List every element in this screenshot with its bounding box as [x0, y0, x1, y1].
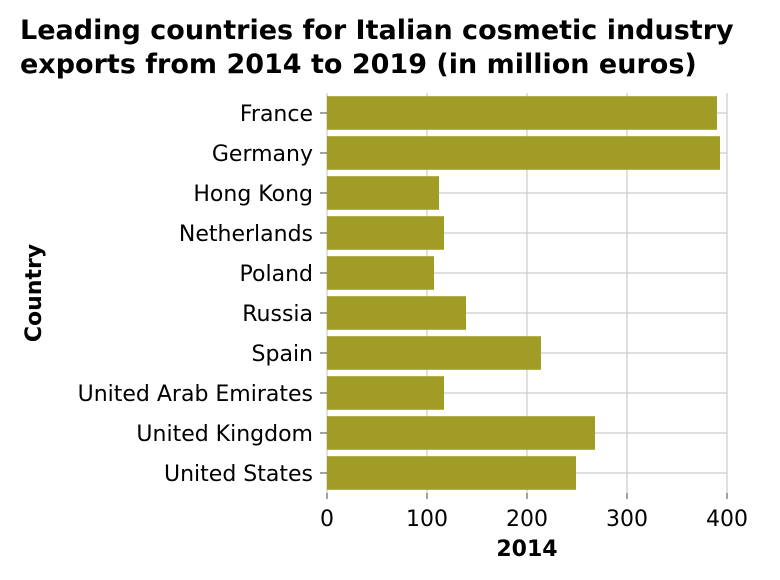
y-tick-label: Russia	[242, 302, 313, 327]
chart-title-line-1: Leading countries for Italian cosmetic i…	[20, 15, 734, 46]
y-tick-label: Spain	[252, 342, 313, 367]
chart-title-line-2: exports from 2014 to 2019 (in million eu…	[20, 49, 697, 80]
bar-spain	[327, 336, 541, 370]
y-tick-label: United States	[164, 462, 313, 487]
bar-france	[327, 96, 717, 130]
y-axis-ticks: France Germany Hong Kong Netherlands Poland R…	[78, 102, 327, 487]
y-axis-title: Country	[22, 244, 47, 342]
x-tick-label: 200	[506, 507, 548, 532]
x-axis-ticks: 0 100 200 300 400	[320, 493, 748, 532]
bar-hong-kong	[327, 176, 439, 210]
x-axis-title: 2014	[496, 537, 557, 562]
bar-russia	[327, 296, 466, 330]
chart-title: Leading countries for Italian cosmetic i…	[20, 14, 770, 82]
x-tick-label: 100	[406, 507, 448, 532]
bars	[327, 96, 720, 490]
x-tick-label: 400	[706, 507, 748, 532]
y-tick-label: United Arab Emirates	[78, 382, 313, 407]
bar-united-arab-emirates	[327, 376, 444, 410]
y-tick-label: Hong Kong	[193, 182, 313, 207]
bar-netherlands	[327, 216, 444, 250]
x-tick-label: 0	[320, 507, 334, 532]
bar-united-kingdom	[327, 416, 595, 450]
bar-united-states	[327, 456, 576, 490]
y-tick-label: United Kingdom	[136, 422, 313, 447]
y-tick-label: Germany	[212, 142, 313, 167]
bar-germany	[327, 136, 720, 170]
y-tick-label: France	[240, 102, 313, 127]
y-tick-label: Netherlands	[179, 222, 313, 247]
bar-poland	[327, 256, 434, 290]
x-tick-label: 300	[606, 507, 648, 532]
y-tick-label: Poland	[240, 262, 313, 287]
